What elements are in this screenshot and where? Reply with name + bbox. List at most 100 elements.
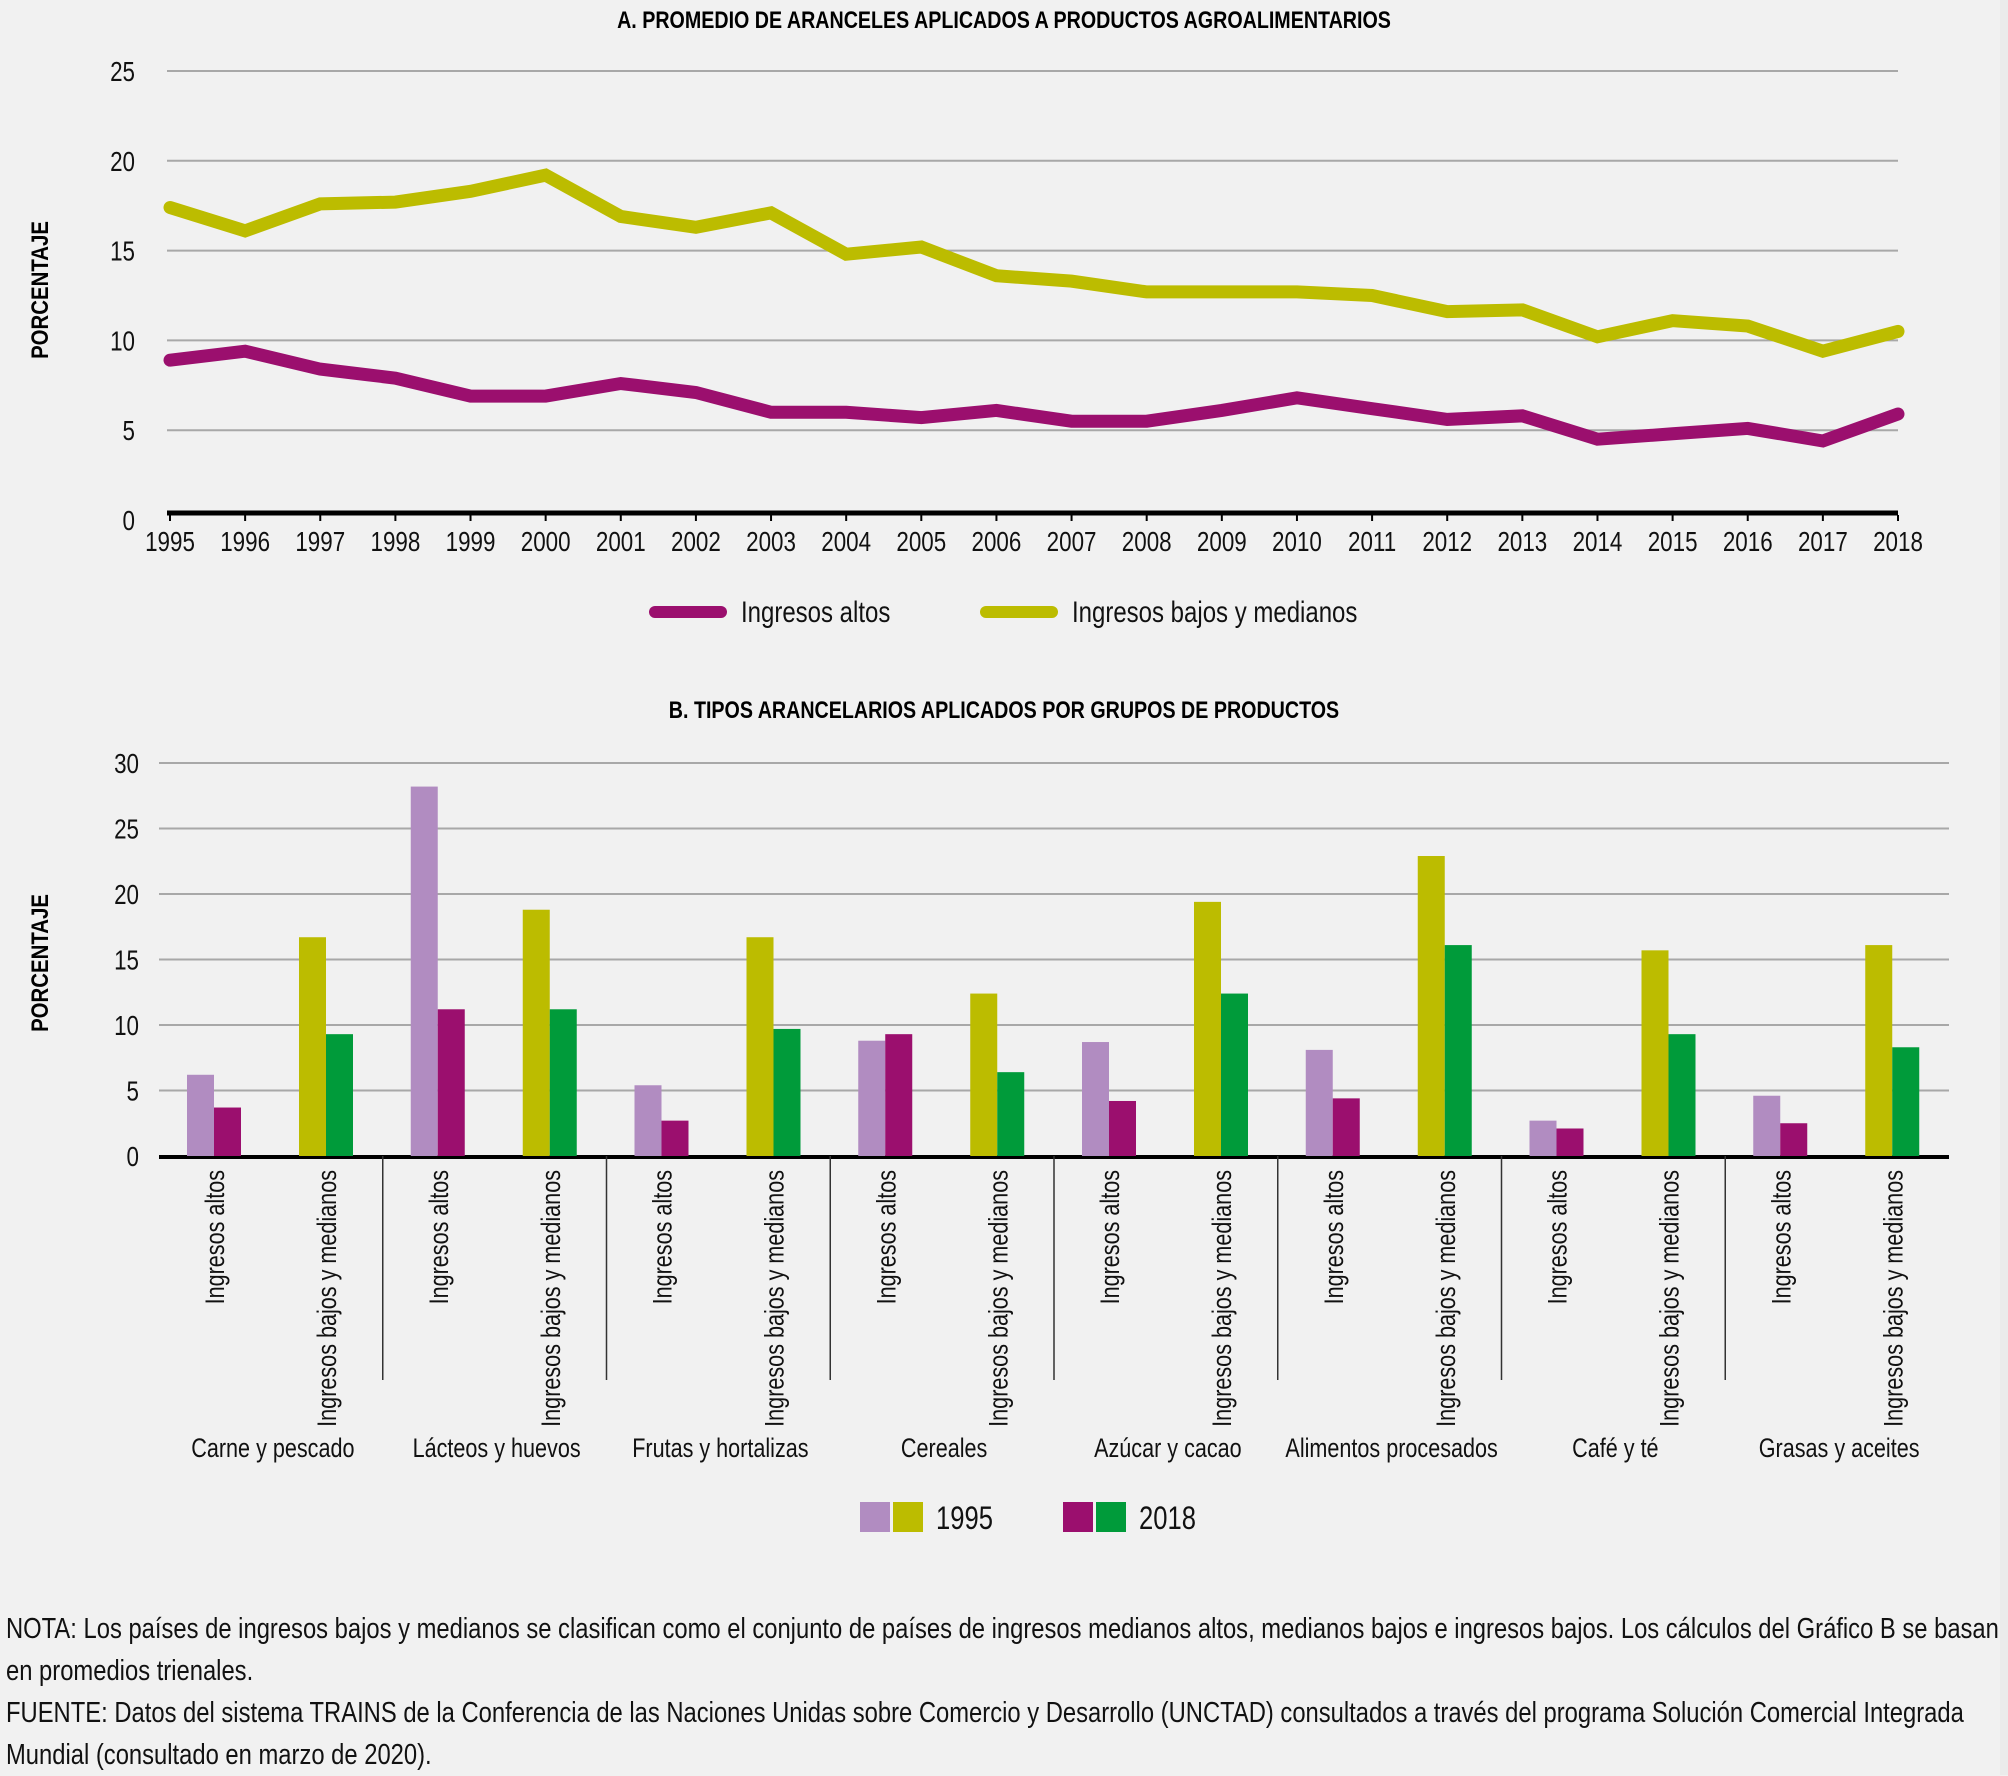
chart-b-legend: 1995 2018 — [860, 1501, 1196, 1537]
y-tick-label: 30 — [114, 749, 139, 780]
legend-label: Ingresos altos — [741, 594, 890, 628]
y-tick-label: 20 — [110, 147, 135, 178]
chart-b-y-ticks: 0 5 10 15 20 25 30 — [114, 749, 139, 1173]
x-subcategory-label: Ingresos altos — [1767, 1170, 1797, 1304]
chart-b-bars — [187, 786, 1920, 1156]
x-subcategory-label: Ingresos altos — [648, 1170, 678, 1304]
bar — [1305, 1049, 1333, 1156]
bar — [885, 1034, 913, 1156]
bar — [1780, 1123, 1808, 1156]
source-text: FUENTE: Datos del sistema TRAINS de la C… — [6, 1697, 1964, 1771]
x-tick-label: 2013 — [1497, 527, 1547, 558]
chart-a-gridlines — [167, 70, 1898, 516]
x-tick-label: 2015 — [1648, 527, 1698, 558]
bar — [326, 1034, 353, 1156]
bar — [1332, 1098, 1360, 1156]
y-tick-label: 0 — [127, 1142, 139, 1173]
chart-b: B. TIPOS ARANCELARIOS APLICADOS POR GRUP… — [26, 696, 1949, 1537]
x-tick-label: 2010 — [1272, 527, 1322, 558]
x-tick-label: 1997 — [295, 527, 345, 558]
series-line-ingresos-bajos-y-medianos — [163, 168, 1905, 358]
x-tick-label: 2007 — [1047, 527, 1097, 558]
x-subcategory-label: Ingresos bajos y medianos — [984, 1170, 1014, 1427]
x-subcategory-label: Ingresos altos — [201, 1170, 231, 1304]
y-tick-label: 15 — [110, 236, 135, 267]
x-subcategory-label: Ingresos altos — [872, 1170, 902, 1304]
x-subcategory-label: Ingresos bajos y medianos — [760, 1170, 790, 1427]
right-edge-strip — [2000, 0, 2008, 1775]
y-tick-label: 10 — [110, 326, 135, 357]
bar — [1753, 1095, 1781, 1156]
x-category-label: Grasas y aceites — [1759, 1434, 1920, 1464]
y-tick-label: 10 — [114, 1011, 139, 1042]
bar — [858, 1040, 886, 1156]
x-subcategory-label: Ingresos altos — [425, 1170, 455, 1304]
bar — [1641, 950, 1669, 1156]
bar — [997, 1072, 1025, 1156]
x-subcategory-label: Ingresos altos — [1320, 1170, 1350, 1304]
bar — [1194, 901, 1221, 1156]
x-tick-label: 2014 — [1573, 527, 1623, 558]
bar — [214, 1107, 241, 1156]
y-tick-label: 15 — [114, 945, 139, 976]
bar — [1109, 1100, 1136, 1156]
legend-label: 2018 — [1139, 1501, 1196, 1536]
bar — [437, 1009, 465, 1156]
legend-label: Ingresos bajos y medianos — [1072, 594, 1357, 628]
bar — [1417, 856, 1445, 1156]
chart-b-title: B. TIPOS ARANCELARIOS APLICADOS POR GRUP… — [669, 696, 1339, 723]
bar — [634, 1085, 662, 1156]
legend-label: 1995 — [936, 1501, 993, 1536]
bar — [1556, 1128, 1584, 1156]
y-tick-label: 5 — [123, 416, 135, 447]
x-subcategory-label: Ingresos bajos y medianos — [1879, 1170, 1909, 1427]
x-tick-label: 2006 — [972, 527, 1022, 558]
bar — [661, 1120, 689, 1156]
x-tick-label: 2012 — [1422, 527, 1472, 558]
chart-a-y-ticks: 0 5 10 15 20 25 — [110, 57, 135, 537]
x-tick-label: 2016 — [1723, 527, 1773, 558]
x-category-label: Café y té — [1572, 1434, 1658, 1464]
x-category-label: Lácteos y huevos — [413, 1434, 581, 1464]
bar — [410, 786, 438, 1156]
x-category-label: Frutas y hortalizas — [632, 1434, 808, 1464]
bar — [1082, 1042, 1109, 1156]
chart-a-series — [163, 168, 1905, 448]
x-tick-label: 2001 — [596, 527, 646, 558]
bar — [187, 1074, 214, 1156]
legend-swatch — [1096, 1502, 1126, 1532]
x-subcategory-label: Ingresos bajos y medianos — [313, 1170, 343, 1427]
bar — [1529, 1120, 1557, 1156]
x-tick-label: 1996 — [220, 527, 270, 558]
y-tick-label: 0 — [123, 506, 135, 537]
x-subcategory-label: Ingresos bajos y medianos — [1655, 1170, 1685, 1427]
x-subcategory-label: Ingresos bajos y medianos — [1432, 1170, 1462, 1427]
bar — [1444, 945, 1472, 1156]
bar — [1221, 993, 1248, 1156]
series-line-ingresos-altos — [163, 344, 1905, 448]
x-category-label: Carne y pescado — [191, 1434, 354, 1464]
bar — [299, 937, 326, 1156]
bar — [1865, 945, 1893, 1156]
chart-a: A. PROMEDIO DE ARANCELES APLICADOS A PRO… — [26, 6, 1922, 628]
chart-b-y-axis-label: PORCENTAJE — [26, 894, 53, 1032]
x-subcategory-label: Ingresos altos — [1543, 1170, 1573, 1304]
x-tick-label: 2009 — [1197, 527, 1247, 558]
x-category-label: Alimentos procesados — [1285, 1434, 1497, 1464]
x-tick-label: 1999 — [446, 527, 496, 558]
x-tick-label: 2002 — [671, 527, 721, 558]
legend-swatch — [1063, 1502, 1093, 1532]
x-tick-label: 2008 — [1122, 527, 1172, 558]
note-text: NOTA: Los países de ingresos bajos y med… — [6, 1613, 1999, 1687]
x-subcategory-label: Ingresos bajos y medianos — [537, 1170, 567, 1427]
x-tick-label: 2000 — [521, 527, 571, 558]
legend-swatch — [860, 1502, 890, 1532]
x-category-label: Azúcar y cacao — [1094, 1434, 1242, 1464]
y-tick-label: 20 — [114, 880, 139, 911]
x-tick-label: 2004 — [821, 527, 871, 558]
chart-a-legend: Ingresos altos Ingresos bajos y medianos — [649, 594, 1357, 629]
x-tick-label: 1998 — [370, 527, 420, 558]
x-tick-label: 2003 — [746, 527, 796, 558]
x-tick-label: 2005 — [896, 527, 946, 558]
